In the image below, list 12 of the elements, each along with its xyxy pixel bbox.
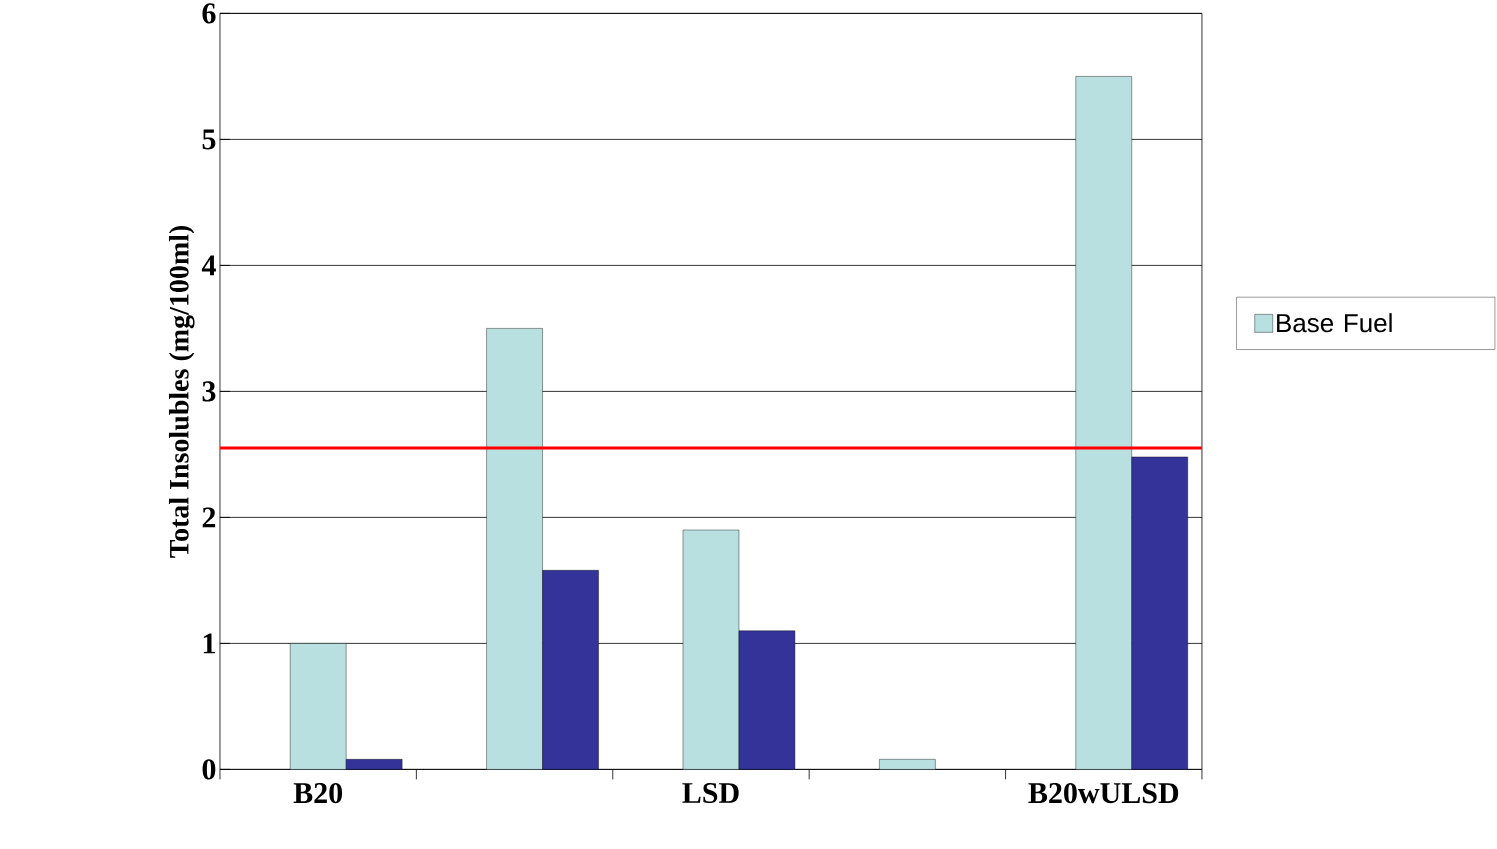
x-tick-label: B20 [293,783,343,804]
x-tick-label: B20wULSD [1028,783,1179,804]
y-tick-label: 5 [202,129,216,150]
y-tick-label: 0 [202,759,216,780]
y-axis-title: Total Insolubles (mg/100ml) [168,226,195,558]
y-tick-label: 2 [202,507,216,528]
x-tick-label: LSD [682,783,739,804]
y-tick-label: 3 [202,381,216,402]
y-tick-label: 4 [201,255,216,276]
legend-label: Base Fuel [1277,313,1392,333]
y-tick-label: 1 [203,633,215,654]
y-tick-label: 6 [202,3,216,24]
